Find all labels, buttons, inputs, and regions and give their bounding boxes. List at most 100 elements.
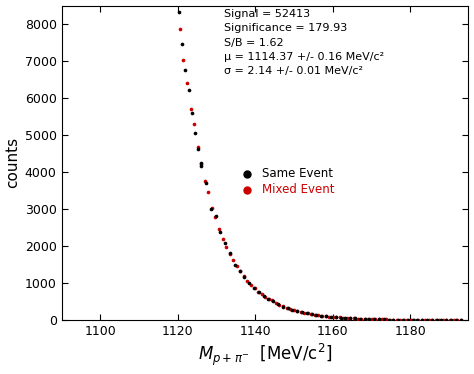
Point [433,317,440,323]
Point [290,307,297,313]
Point [212,214,219,220]
Point [336,315,344,321]
Point [370,316,378,322]
Point [229,257,237,263]
Point [351,316,359,322]
Point [396,317,404,323]
Point [202,180,210,186]
Point [304,310,311,316]
Point [428,317,436,323]
Point [255,289,263,295]
Point [368,316,375,322]
Point [393,317,401,323]
Point [432,317,439,323]
Point [423,317,431,323]
Point [337,315,344,321]
Point [190,121,198,127]
Point [237,268,244,274]
Point [325,314,333,320]
Point [453,317,461,323]
Point [289,307,296,313]
Point [264,296,272,302]
Point [399,317,407,323]
Point [179,42,186,47]
Point [247,282,255,288]
Point [339,315,347,321]
Point [389,317,397,323]
Point [425,317,432,323]
Point [197,163,205,169]
Point [208,205,216,211]
Point [421,317,429,323]
Point [268,297,276,303]
Point [303,310,310,316]
Point [400,317,408,323]
X-axis label: $M_{p + \pi^{-}}$  [MeV/c$^{2}$]: $M_{p + \pi^{-}}$ [MeV/c$^{2}$] [198,342,332,368]
Point [327,314,335,320]
Point [258,291,265,297]
Point [236,269,243,275]
Y-axis label: counts: counts [6,137,20,188]
Point [219,236,226,242]
Point [419,317,426,323]
Point [254,289,262,295]
Point [201,178,209,184]
Point [329,314,337,320]
Point [414,317,421,323]
Legend: Same Event, Mixed Event: Same Event, Mixed Event [230,162,339,201]
Point [211,214,219,220]
Point [361,316,368,322]
Point [308,312,316,318]
Point [418,317,425,323]
Point [279,304,287,310]
Point [185,87,192,93]
Point [226,251,233,257]
Point [187,106,194,112]
Point [265,296,273,302]
Point [390,317,397,323]
Point [251,285,258,291]
Point [443,317,450,323]
Point [375,316,383,322]
Point [450,317,457,323]
Point [182,67,189,73]
Point [293,308,301,314]
Point [298,309,306,315]
Point [407,317,415,323]
Point [343,315,351,321]
Text: Signal = 52413
Significance = 179.93
S/B = 1.62
μ = 1114.37 +/- 0.16 MeV/c²
σ = : Signal = 52413 Significance = 179.93 S/B… [224,9,384,76]
Point [457,317,465,323]
Point [233,263,240,269]
Point [231,262,238,268]
Point [244,278,251,284]
Point [279,303,287,309]
Point [382,316,390,322]
Point [446,317,454,323]
Point [372,316,379,322]
Point [322,313,330,319]
Point [191,130,199,136]
Point [204,188,212,194]
Point [365,316,372,322]
Point [409,317,417,323]
Point [215,226,223,232]
Point [332,314,339,320]
Point [176,26,183,32]
Point [457,317,465,323]
Point [183,80,191,86]
Point [365,316,373,322]
Point [188,110,195,116]
Point [385,316,392,322]
Point [217,229,224,235]
Point [386,316,393,322]
Point [356,316,364,322]
Point [241,274,248,280]
Point [346,315,354,321]
Point [194,144,201,150]
Point [311,312,319,318]
Point [272,300,280,306]
Point [283,305,290,311]
Point [207,206,215,212]
Point [357,316,365,322]
Point [350,316,358,322]
